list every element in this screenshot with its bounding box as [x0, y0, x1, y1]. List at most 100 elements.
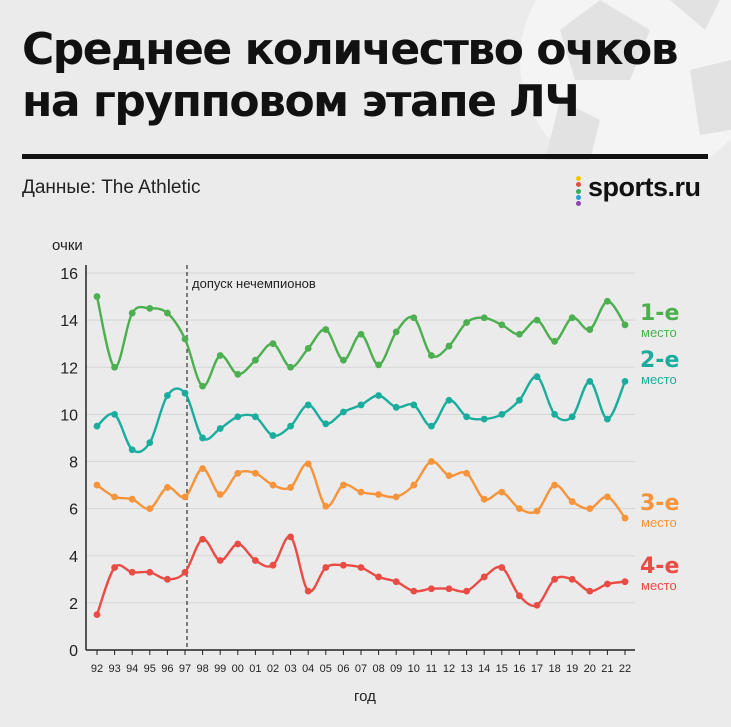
data-point	[340, 481, 347, 489]
x-axis: 92 93 94 95 96 97 98 99 00 01 02 03 04 05 06 07 08 09 10 11…	[86, 649, 635, 705]
series-2	[93, 373, 629, 454]
x-tick-label: 97	[179, 663, 191, 675]
data-point	[111, 410, 118, 418]
data-point	[111, 493, 118, 501]
data-source: Данные: The Athletic	[22, 177, 201, 198]
data-point	[604, 580, 611, 588]
x-tick-label: 15	[496, 663, 508, 675]
data-point	[604, 493, 611, 501]
data-point	[604, 415, 611, 423]
data-point	[621, 377, 629, 385]
x-tick-label: 05	[320, 663, 332, 675]
data-point	[199, 465, 207, 472]
data-point	[428, 422, 435, 430]
data-point	[269, 561, 277, 569]
x-tick-label: 93	[108, 663, 120, 675]
data-point	[146, 304, 154, 312]
y-tick-label: 10	[60, 407, 78, 424]
title-divider	[22, 154, 708, 159]
data-point	[463, 413, 470, 421]
data-point	[428, 585, 435, 593]
data-point	[498, 321, 506, 329]
data-point	[128, 309, 136, 317]
data-point	[322, 502, 330, 510]
data-point	[304, 401, 312, 409]
data-point	[463, 469, 470, 477]
y-tick-label: 0	[69, 643, 78, 660]
data-point	[551, 410, 558, 418]
logo-dot-4	[576, 194, 581, 200]
data-point	[269, 432, 277, 439]
data-point	[621, 578, 629, 586]
x-tick-label: 13	[460, 663, 472, 675]
data-point	[287, 422, 294, 430]
data-point	[322, 326, 330, 333]
data-point	[322, 420, 330, 428]
y-tick-label: 16	[60, 266, 78, 283]
data-point	[516, 505, 523, 513]
x-tick-label: 16	[513, 663, 525, 675]
data-point	[463, 587, 470, 595]
data-point	[181, 335, 189, 343]
grid-lines	[86, 272, 635, 604]
data-point	[568, 575, 576, 583]
data-point	[533, 373, 541, 381]
annotation: допуск нечемпионов	[186, 265, 316, 650]
data-point	[357, 488, 365, 496]
data-point	[216, 425, 224, 432]
data-point	[287, 363, 294, 371]
x-tick-label: 00	[232, 663, 244, 675]
y-tick-label: 2	[69, 596, 78, 613]
y-tick-label: 4	[69, 549, 78, 566]
y-tick-label: 8	[69, 455, 78, 472]
data-point	[410, 314, 418, 322]
data-point	[551, 575, 558, 583]
data-point	[252, 413, 259, 421]
data-point	[111, 564, 118, 571]
data-point	[304, 345, 312, 352]
data-point	[216, 352, 224, 359]
data-point	[568, 413, 576, 421]
data-point	[428, 352, 435, 359]
logo-dot-3	[576, 188, 581, 194]
data-point	[568, 498, 576, 505]
football-watermark-icon	[520, 0, 731, 160]
data-point	[445, 585, 453, 593]
y-axis-title: очки	[52, 237, 83, 254]
data-point	[93, 611, 101, 619]
data-point	[252, 557, 259, 564]
series-3	[93, 458, 629, 522]
data-point	[445, 342, 453, 350]
data-point	[146, 439, 154, 447]
data-point	[516, 592, 523, 600]
x-tick-label: 99	[214, 663, 226, 675]
data-point	[375, 573, 382, 581]
page-title: Среднее количество очков на групповом эт…	[22, 24, 679, 128]
legend-sublabel: место	[641, 515, 677, 530]
data-point	[445, 396, 453, 404]
data-point	[357, 401, 365, 409]
data-point	[181, 568, 189, 576]
data-point	[410, 587, 418, 595]
data-point	[551, 337, 558, 345]
data-point	[340, 408, 347, 416]
data-point	[234, 540, 242, 548]
data-point	[164, 484, 171, 491]
data-point	[199, 434, 207, 442]
data-point	[111, 363, 118, 371]
data-point	[410, 401, 418, 409]
x-tick-label: 11	[426, 663, 437, 675]
data-point	[234, 469, 242, 477]
data-point	[516, 396, 523, 404]
data-point	[357, 564, 365, 571]
data-point	[93, 481, 101, 489]
data-point	[392, 493, 400, 501]
data-point	[322, 564, 330, 571]
series-group	[93, 293, 629, 619]
title-line-1: Среднее количество очков	[22, 24, 679, 75]
data-point	[164, 309, 171, 317]
x-tick-label: 01	[249, 663, 261, 675]
x-tick-label: 12	[443, 663, 455, 675]
data-point	[392, 403, 400, 411]
